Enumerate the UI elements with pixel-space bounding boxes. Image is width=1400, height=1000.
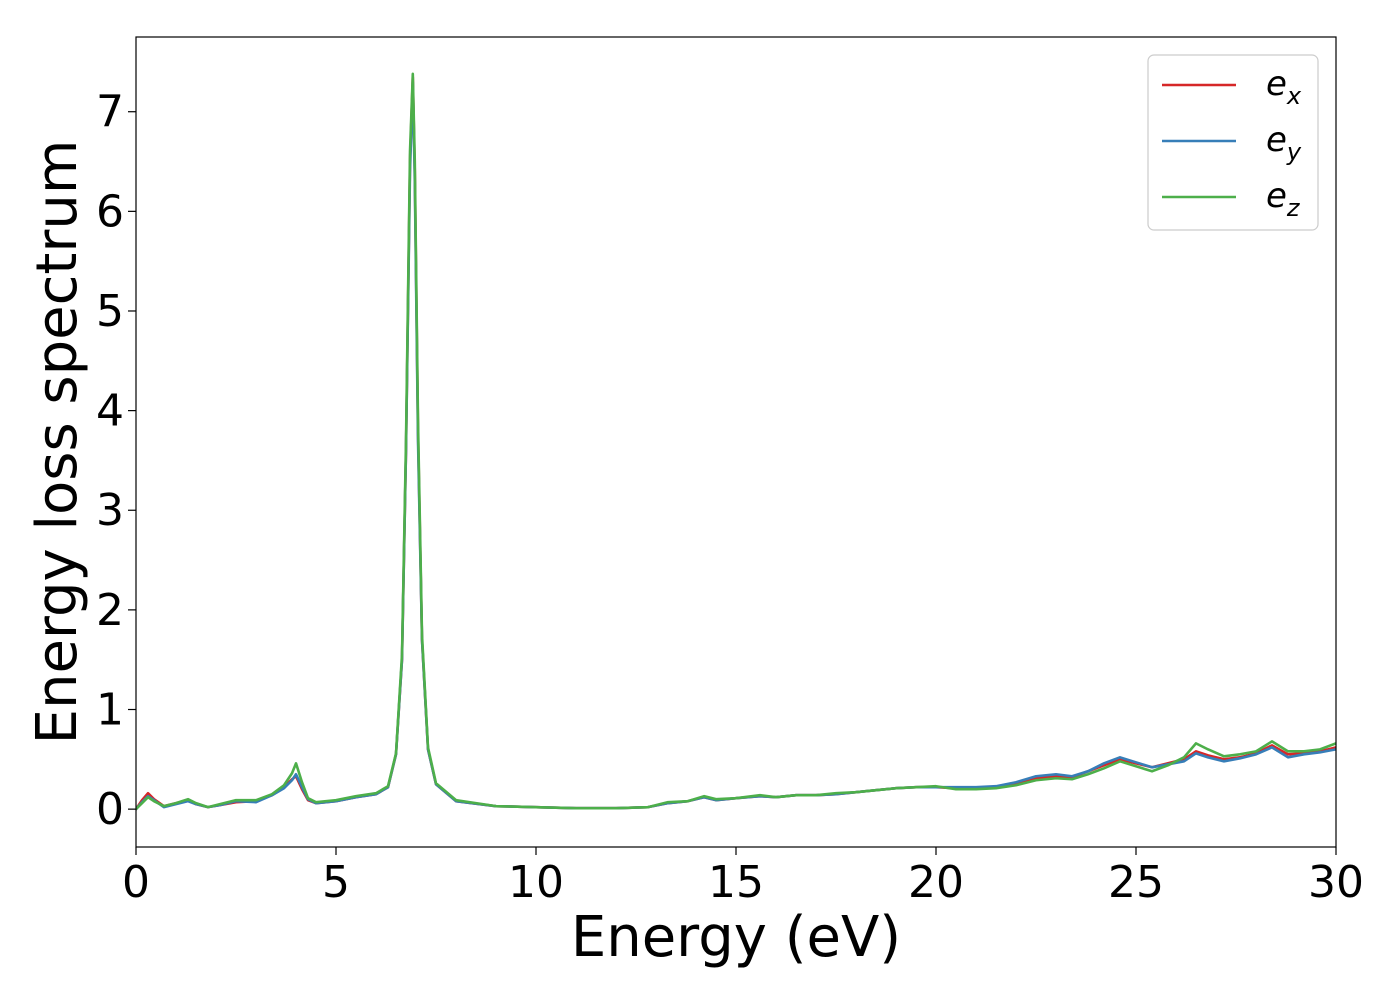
x-tick-label: 30 — [1308, 857, 1364, 908]
series-layer — [136, 72, 1336, 811]
x-tick-label: 15 — [708, 857, 764, 908]
x-tick-label: 0 — [122, 857, 150, 908]
x-tick-label: 25 — [1108, 857, 1164, 908]
legend-label-x: ex — [1266, 64, 1302, 110]
legend-label-y: ey — [1266, 120, 1302, 166]
y-axis-title: Energy loss spectrum — [25, 140, 90, 745]
y-tick-label: 4 — [96, 386, 124, 437]
x-axis-title: Energy (eV) — [571, 905, 901, 970]
y-tick-label: 6 — [96, 186, 124, 237]
legend: ex ey ez — [1147, 54, 1319, 231]
y-tick-label: 5 — [96, 286, 124, 337]
y-tick-label: 1 — [96, 685, 124, 736]
x-axis: 0 5 10 15 20 25 30 — [122, 847, 1364, 908]
x-tick-label: 20 — [908, 857, 964, 908]
legend-label-z: ez — [1266, 176, 1301, 222]
y-tick-label: 2 — [96, 585, 124, 636]
legend-box — [1147, 54, 1319, 231]
y-tick-label: 7 — [96, 87, 124, 138]
series-line-z — [136, 72, 1336, 811]
y-tick-label: 0 — [96, 784, 124, 835]
x-tick-label: 5 — [322, 857, 350, 908]
y-axis: 0 1 2 3 4 5 6 7 — [96, 87, 136, 835]
x-tick-label: 10 — [508, 857, 564, 908]
y-tick-label: 3 — [96, 485, 124, 536]
